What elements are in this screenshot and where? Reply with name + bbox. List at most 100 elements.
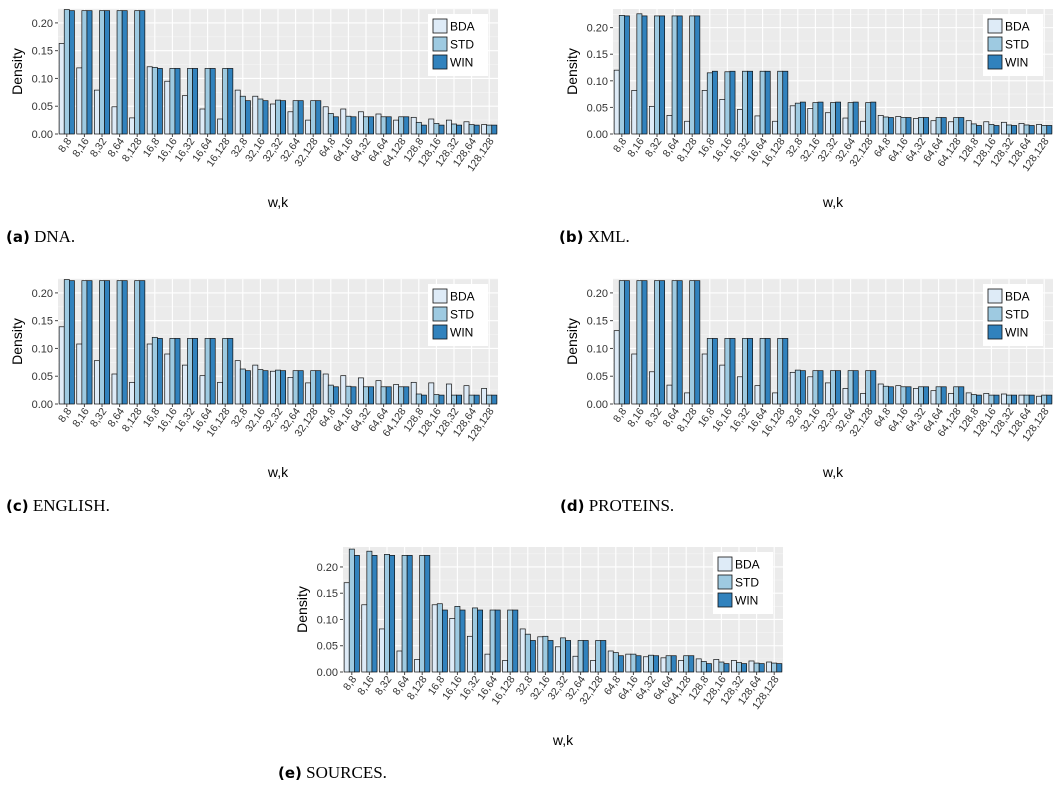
bar-bda — [361, 604, 368, 673]
bar-win — [624, 15, 630, 135]
x-tick-label: 8,16 — [70, 136, 92, 160]
bar-win — [104, 10, 111, 135]
bar-bda — [983, 121, 990, 135]
bar-win — [245, 370, 251, 405]
legend-label: BDA — [1005, 20, 1030, 34]
legend-label: BDA — [735, 558, 760, 572]
bar-std — [918, 386, 924, 405]
bar-std — [847, 102, 854, 135]
bar-win — [870, 370, 877, 405]
bar-win — [817, 101, 824, 135]
bar-std — [239, 95, 246, 135]
bar-bda — [111, 106, 118, 135]
bar-win — [835, 101, 842, 135]
legend-swatch-win — [987, 54, 1003, 70]
bar-bda — [648, 105, 655, 135]
bar-bda — [554, 646, 561, 673]
caption-label: (e) — [278, 764, 302, 782]
bar-std — [882, 116, 889, 135]
chart-panel-dna: 0.00 0.05 0.10 0.15 0.20 8,8 8,16 8,32 8,64 8,128… — [0, 0, 500, 215]
bar-std — [689, 15, 696, 135]
bar-std — [486, 124, 493, 135]
bar-bda — [877, 383, 884, 405]
bar-win — [406, 555, 413, 673]
bar-bda — [93, 360, 100, 405]
bar-std — [560, 637, 566, 673]
bar-win — [403, 116, 410, 135]
bar-win — [688, 655, 695, 673]
y-tick-label: 0.15 — [317, 588, 338, 600]
bar-bda — [340, 375, 347, 405]
bar-std — [1006, 124, 1012, 135]
bar-bda — [789, 105, 796, 135]
bar-std — [151, 336, 158, 405]
y-tick-label: 0.10 — [32, 343, 53, 355]
bar-win — [905, 386, 912, 405]
bar-bda — [393, 119, 399, 135]
bar-std — [830, 102, 836, 135]
bar-win — [297, 370, 304, 405]
x-tick-label: 8,16 — [70, 406, 92, 430]
y-tick-label: 0.15 — [587, 49, 608, 61]
bar-win — [729, 70, 736, 135]
bar-win — [473, 394, 480, 405]
bar-win — [368, 386, 375, 405]
bar-std — [310, 370, 317, 405]
bar-std — [187, 68, 193, 135]
bar-bda — [428, 118, 435, 135]
bar-win — [747, 338, 754, 405]
bar-std — [63, 9, 70, 135]
bar-bda — [824, 382, 831, 405]
bar-std — [648, 654, 654, 673]
bar-win — [764, 338, 771, 405]
caption-english: (c) ENGLISH. — [6, 496, 110, 516]
y-tick-label: 0.00 — [587, 129, 608, 141]
bar-std — [275, 99, 281, 135]
bar-std — [777, 338, 784, 405]
bar-std — [345, 115, 352, 135]
bar-std — [1041, 394, 1048, 405]
bar-bda — [1018, 394, 1025, 405]
bar-win — [350, 116, 357, 135]
bar-win — [424, 555, 431, 673]
bar-std — [275, 369, 281, 405]
legend-swatch-bda — [987, 288, 1003, 304]
bar-std — [63, 279, 70, 405]
bar-std — [618, 280, 625, 405]
bar-std — [398, 116, 405, 135]
bar-std — [239, 368, 246, 405]
bar-std — [99, 10, 105, 135]
bar-std — [398, 386, 405, 405]
bar-win — [491, 394, 498, 405]
bar-bda — [357, 111, 364, 135]
bar-std — [419, 555, 426, 673]
bar-std — [900, 386, 907, 405]
x-axis-title: w,k — [267, 464, 289, 480]
bar-bda — [375, 380, 382, 405]
y-axis-title: Density — [564, 318, 580, 365]
bar-std — [654, 15, 660, 135]
bar-bda — [719, 99, 726, 135]
bar-win — [121, 280, 128, 405]
bar-win — [923, 117, 930, 135]
chart-panel-xml: 0.00 0.05 0.10 0.15 0.20 8,8 8,16 8,32 8,64 8,128… — [555, 0, 1055, 215]
bar-win — [385, 116, 392, 135]
bar-std — [292, 370, 299, 405]
bar-win — [758, 663, 765, 673]
bar-bda — [748, 660, 755, 673]
bar-bda — [217, 118, 223, 135]
bar-bda — [164, 80, 171, 135]
bar-bda — [684, 120, 690, 135]
chart-proteins: 0.000.050.100.150.208,88,168,328,648,128… — [564, 278, 1053, 480]
y-tick-label: 0.00 — [317, 667, 338, 679]
bar-win — [747, 70, 754, 135]
x-axis-title: w,k — [822, 464, 844, 480]
bar-std — [671, 280, 678, 405]
bar-bda — [631, 353, 638, 405]
y-tick-label: 0.05 — [587, 102, 608, 114]
y-tick-label: 0.10 — [317, 614, 338, 626]
bar-bda — [252, 95, 259, 135]
bar-std — [706, 72, 713, 135]
legend-label: STD — [735, 576, 759, 590]
bar-bda — [824, 112, 831, 135]
